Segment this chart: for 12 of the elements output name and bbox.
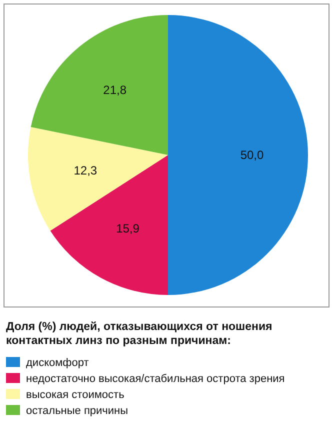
pie-slice xyxy=(50,155,168,295)
legend-label: недостаточно высокая/стабильная острота зрения xyxy=(26,373,285,385)
data-label: 12,3 xyxy=(74,163,98,178)
legend-label: дискомфорт xyxy=(26,357,89,369)
legend-label: высокая стоимость xyxy=(26,389,125,401)
text: Доля (%) людей, отказывающихся от ношения контактных линз по разным причинам: xyxy=(6,321,272,347)
legend-label: остальные причины xyxy=(26,405,128,417)
pie-slice xyxy=(168,15,308,295)
data-label: 50,0 xyxy=(240,148,264,162)
data-label: 21,8 xyxy=(103,82,127,97)
pie-slice xyxy=(30,15,168,155)
data-label: 15,9 xyxy=(116,222,140,236)
